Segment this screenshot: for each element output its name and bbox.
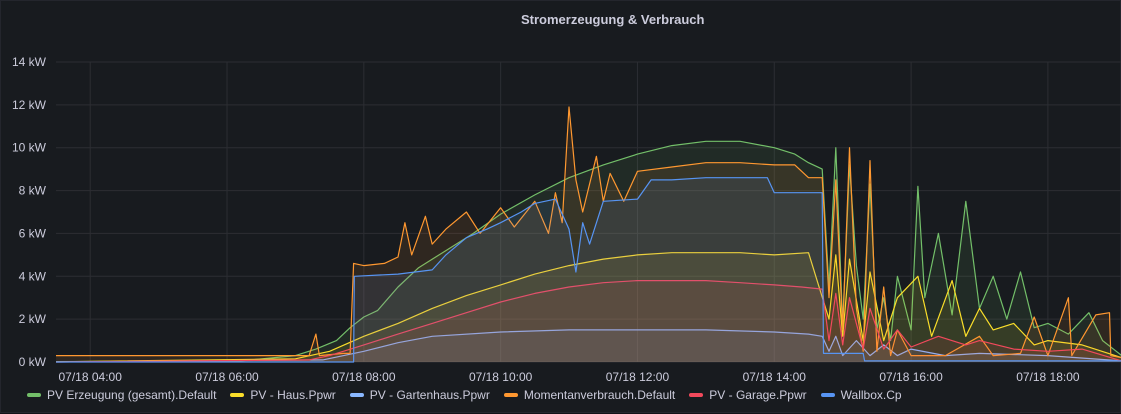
legend-swatch (27, 393, 41, 397)
series-line-2 (55, 329, 1121, 363)
series-area-0 (56, 141, 1121, 362)
x-tick-label: 07/18 12:00 (606, 370, 670, 384)
y-tick-label: 0 kW (19, 355, 47, 369)
legend-item[interactable]: PV Erzeugung (gesamt).Default (27, 388, 216, 402)
y-tick-label: 12 kW (12, 98, 47, 112)
legend-label: PV - Garage.Ppwr (709, 388, 807, 402)
y-tick-label: 10 kW (12, 141, 47, 155)
series-area-4 (56, 280, 1121, 362)
y-tick-label: 8 kW (19, 184, 47, 198)
y-tick-label: 4 kW (19, 269, 47, 283)
legend-swatch (503, 393, 518, 397)
y-tick-label: 2 kW (19, 312, 47, 326)
x-tick-label: 07/18 04:00 (59, 370, 123, 384)
legend-label: Wallbox.Cp (840, 388, 902, 402)
legend-item[interactable]: PV - Haus.Ppwr (230, 388, 336, 402)
x-tick-label: 07/18 18:00 (1016, 370, 1080, 384)
x-tick-label: 07/18 14:00 (743, 370, 807, 384)
series-area-1 (56, 252, 1121, 362)
series-line-3 (56, 106, 1121, 359)
legend-item[interactable]: Momentanverbrauch.Default (503, 388, 676, 402)
y-tick-label: 14 kW (12, 55, 47, 69)
x-tick-label: 07/18 08:00 (332, 370, 396, 384)
x-tick-label: 07/18 10:00 (469, 370, 533, 384)
legend-label: Momentanverbrauch.Default (523, 388, 676, 402)
legend-item[interactable]: PV - Garage.Ppwr (689, 388, 807, 402)
legend-swatch (820, 393, 835, 397)
series-line-1 (55, 252, 1121, 363)
x-tick-label: 07/18 06:00 (195, 370, 259, 384)
panel-title: Stromerzeugung & Verbrauch (521, 12, 705, 27)
legend-label: PV - Haus.Ppwr (250, 388, 336, 402)
legend-label: PV Erzeugung (gesamt).Default (47, 388, 217, 402)
legend-item[interactable]: Wallbox.Cp (820, 388, 902, 402)
series-line-5 (56, 177, 1121, 363)
series-area-5 (56, 177, 1121, 362)
legend-swatch (230, 393, 245, 397)
series-line-4 (55, 280, 1121, 363)
legend-swatch (349, 393, 364, 397)
legend-swatch (689, 393, 704, 397)
series-line-0 (55, 140, 1121, 363)
series-area-3 (56, 107, 1121, 362)
legend: PV Erzeugung (gesamt).Default PV - Haus.P… (27, 388, 902, 402)
x-tick-label: 07/18 16:00 (879, 370, 943, 384)
legend-label: PV - Gartenhaus.Ppwr (369, 388, 490, 402)
y-tick-label: 6 kW (19, 226, 47, 240)
legend-item[interactable]: PV - Gartenhaus.Ppwr (349, 388, 490, 402)
